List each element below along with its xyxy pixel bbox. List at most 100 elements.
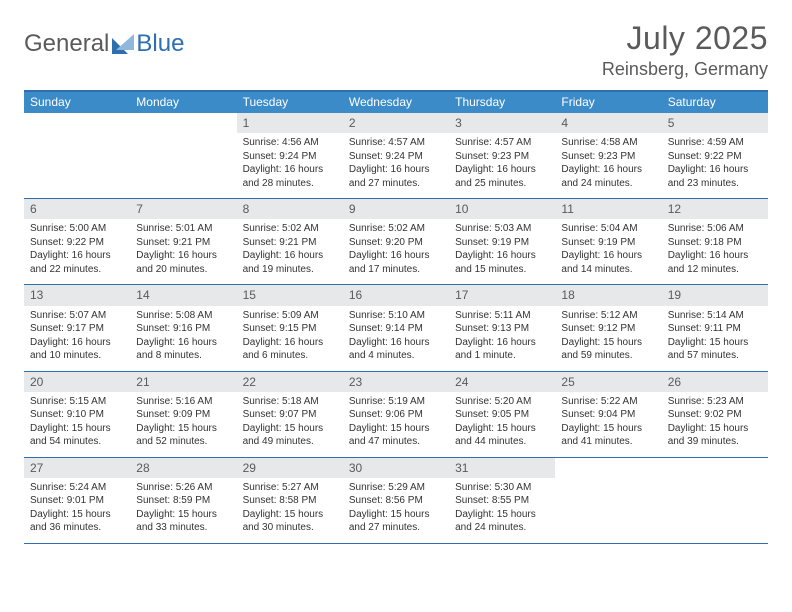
day-body: Sunrise: 5:06 AMSunset: 9:18 PMDaylight:… [662,219,768,284]
sunset-line: Sunset: 9:01 PM [30,494,124,508]
daylight-line: Daylight: 16 hours and 15 minutes. [455,249,549,276]
sunset-line: Sunset: 8:55 PM [455,494,549,508]
day-number: 6 [24,199,130,219]
daylight-line: Daylight: 15 hours and 59 minutes. [561,336,655,363]
day-number: 20 [24,372,130,392]
daylight-line: Daylight: 15 hours and 41 minutes. [561,422,655,449]
brand-part2: Blue [136,30,184,58]
sunrise-line: Sunrise: 5:11 AM [455,309,549,323]
day-body: Sunrise: 5:20 AMSunset: 9:05 PMDaylight:… [449,392,555,457]
daylight-line: Daylight: 15 hours and 24 minutes. [455,508,549,535]
day-body: Sunrise: 5:26 AMSunset: 8:59 PMDaylight:… [130,478,236,543]
day-body: Sunrise: 4:56 AMSunset: 9:24 PMDaylight:… [237,133,343,198]
sunrise-line: Sunrise: 5:01 AM [136,222,230,236]
brand-mark-icon [112,34,134,54]
day-body: Sunrise: 5:24 AMSunset: 9:01 PMDaylight:… [24,478,130,543]
day-cell: 24Sunrise: 5:20 AMSunset: 9:05 PMDayligh… [449,372,555,457]
sunrise-line: Sunrise: 4:58 AM [561,136,655,150]
dow-cell: Sunday [24,92,130,113]
week-row: 1Sunrise: 4:56 AMSunset: 9:24 PMDaylight… [24,113,768,199]
day-cell: 19Sunrise: 5:14 AMSunset: 9:11 PMDayligh… [662,285,768,370]
day-body: Sunrise: 5:08 AMSunset: 9:16 PMDaylight:… [130,306,236,371]
day-number: 19 [662,285,768,305]
day-body: Sunrise: 5:11 AMSunset: 9:13 PMDaylight:… [449,306,555,371]
sunset-line: Sunset: 9:07 PM [243,408,337,422]
day-number: 30 [343,458,449,478]
day-cell: 11Sunrise: 5:04 AMSunset: 9:19 PMDayligh… [555,199,661,284]
sunrise-line: Sunrise: 4:57 AM [349,136,443,150]
day-body: Sunrise: 4:57 AMSunset: 9:23 PMDaylight:… [449,133,555,198]
sunrise-line: Sunrise: 5:06 AM [668,222,762,236]
day-cell: 1Sunrise: 4:56 AMSunset: 9:24 PMDaylight… [237,113,343,198]
daylight-line: Daylight: 16 hours and 23 minutes. [668,163,762,190]
day-cell: 31Sunrise: 5:30 AMSunset: 8:55 PMDayligh… [449,458,555,543]
daylight-line: Daylight: 15 hours and 36 minutes. [30,508,124,535]
day-body: Sunrise: 5:19 AMSunset: 9:06 PMDaylight:… [343,392,449,457]
day-number: 29 [237,458,343,478]
brand-part1: General [24,30,109,58]
daylight-line: Daylight: 15 hours and 57 minutes. [668,336,762,363]
day-cell [662,458,768,543]
day-body: Sunrise: 5:07 AMSunset: 9:17 PMDaylight:… [24,306,130,371]
sunrise-line: Sunrise: 5:22 AM [561,395,655,409]
calendar: SundayMondayTuesdayWednesdayThursdayFrid… [24,90,768,544]
dow-cell: Tuesday [237,92,343,113]
daylight-line: Daylight: 16 hours and 4 minutes. [349,336,443,363]
sunset-line: Sunset: 9:17 PM [30,322,124,336]
daylight-line: Daylight: 16 hours and 28 minutes. [243,163,337,190]
daylight-line: Daylight: 16 hours and 12 minutes. [668,249,762,276]
daylight-line: Daylight: 16 hours and 22 minutes. [30,249,124,276]
day-body: Sunrise: 5:01 AMSunset: 9:21 PMDaylight:… [130,219,236,284]
day-cell: 28Sunrise: 5:26 AMSunset: 8:59 PMDayligh… [130,458,236,543]
sunset-line: Sunset: 8:59 PM [136,494,230,508]
sunset-line: Sunset: 9:15 PM [243,322,337,336]
sunset-line: Sunset: 9:09 PM [136,408,230,422]
day-cell: 25Sunrise: 5:22 AMSunset: 9:04 PMDayligh… [555,372,661,457]
daylight-line: Daylight: 16 hours and 20 minutes. [136,249,230,276]
daylight-line: Daylight: 15 hours and 30 minutes. [243,508,337,535]
day-cell: 16Sunrise: 5:10 AMSunset: 9:14 PMDayligh… [343,285,449,370]
daylight-line: Daylight: 16 hours and 24 minutes. [561,163,655,190]
sunrise-line: Sunrise: 5:02 AM [349,222,443,236]
day-number: 27 [24,458,130,478]
daylight-line: Daylight: 16 hours and 19 minutes. [243,249,337,276]
day-number: 22 [237,372,343,392]
day-body: Sunrise: 5:29 AMSunset: 8:56 PMDaylight:… [343,478,449,543]
sunset-line: Sunset: 9:24 PM [349,150,443,164]
day-number: 26 [662,372,768,392]
sunset-line: Sunset: 9:12 PM [561,322,655,336]
day-number: 31 [449,458,555,478]
day-cell: 21Sunrise: 5:16 AMSunset: 9:09 PMDayligh… [130,372,236,457]
day-cell: 30Sunrise: 5:29 AMSunset: 8:56 PMDayligh… [343,458,449,543]
day-body: Sunrise: 4:58 AMSunset: 9:23 PMDaylight:… [555,133,661,198]
day-body: Sunrise: 5:02 AMSunset: 9:21 PMDaylight:… [237,219,343,284]
sunrise-line: Sunrise: 5:08 AM [136,309,230,323]
day-number: 3 [449,113,555,133]
day-number: 24 [449,372,555,392]
day-number: 15 [237,285,343,305]
dow-cell: Thursday [449,92,555,113]
month-title: July 2025 [602,20,768,57]
sunrise-line: Sunrise: 5:04 AM [561,222,655,236]
sunset-line: Sunset: 9:20 PM [349,236,443,250]
sunrise-line: Sunrise: 5:12 AM [561,309,655,323]
day-number: 23 [343,372,449,392]
daylight-line: Daylight: 16 hours and 17 minutes. [349,249,443,276]
daylight-line: Daylight: 16 hours and 14 minutes. [561,249,655,276]
day-body: Sunrise: 5:16 AMSunset: 9:09 PMDaylight:… [130,392,236,457]
day-body: Sunrise: 4:59 AMSunset: 9:22 PMDaylight:… [662,133,768,198]
daylight-line: Daylight: 15 hours and 52 minutes. [136,422,230,449]
day-body: Sunrise: 5:00 AMSunset: 9:22 PMDaylight:… [24,219,130,284]
day-cell [130,113,236,198]
day-number: 14 [130,285,236,305]
sunset-line: Sunset: 9:21 PM [136,236,230,250]
day-number: 4 [555,113,661,133]
day-body: Sunrise: 5:14 AMSunset: 9:11 PMDaylight:… [662,306,768,371]
daylight-line: Daylight: 15 hours and 39 minutes. [668,422,762,449]
sunset-line: Sunset: 9:04 PM [561,408,655,422]
day-body: Sunrise: 5:23 AMSunset: 9:02 PMDaylight:… [662,392,768,457]
day-cell: 29Sunrise: 5:27 AMSunset: 8:58 PMDayligh… [237,458,343,543]
brand-logo: General Blue [24,30,184,58]
sunset-line: Sunset: 9:21 PM [243,236,337,250]
week-row: 20Sunrise: 5:15 AMSunset: 9:10 PMDayligh… [24,372,768,458]
